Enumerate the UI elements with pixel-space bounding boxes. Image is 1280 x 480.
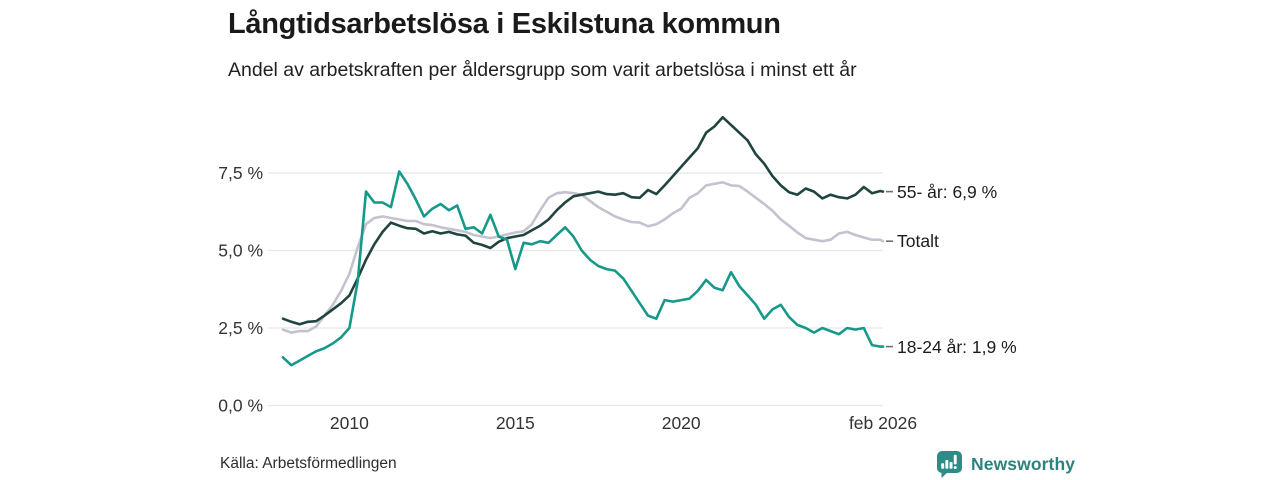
newsworthy-brand: Newsworthy: [936, 450, 1075, 479]
y-axis-tick-label: 7,5 %: [218, 163, 263, 183]
series-end-label-18-24-ar: 18-24 år: 1,9 %: [897, 336, 1017, 357]
x-axis-tick-label: 2015: [496, 413, 535, 433]
newsworthy-brand-name: Newsworthy: [971, 454, 1076, 474]
chart-subtitle: Andel av arbetskraften per åldersgrupp s…: [228, 59, 857, 81]
series-end-label-totalt: Totalt: [897, 231, 939, 252]
series-line-18-24-r: [281, 170, 885, 367]
series-end-label-55-ar: 55- år: 6,9 %: [897, 181, 998, 202]
x-axis-tick-label: 2020: [662, 413, 701, 433]
newsworthy-logo-icon: [937, 451, 962, 478]
y-axis-tick-label: 2,5 %: [218, 318, 263, 338]
page-title: Långtidsarbetslösa i Eskilstuna kommun: [228, 8, 781, 40]
source-note: Källa: Arbetsförmedlingen: [220, 455, 397, 472]
x-axis-tick-label: feb 2026: [849, 413, 917, 433]
x-axis-tick-label: 2010: [330, 413, 369, 433]
series-line-totalt: [281, 181, 885, 334]
series-line-55-r: [281, 115, 885, 326]
y-axis-tick-label: 0,0 %: [218, 396, 263, 416]
y-axis-tick-label: 5,0 %: [218, 241, 263, 261]
